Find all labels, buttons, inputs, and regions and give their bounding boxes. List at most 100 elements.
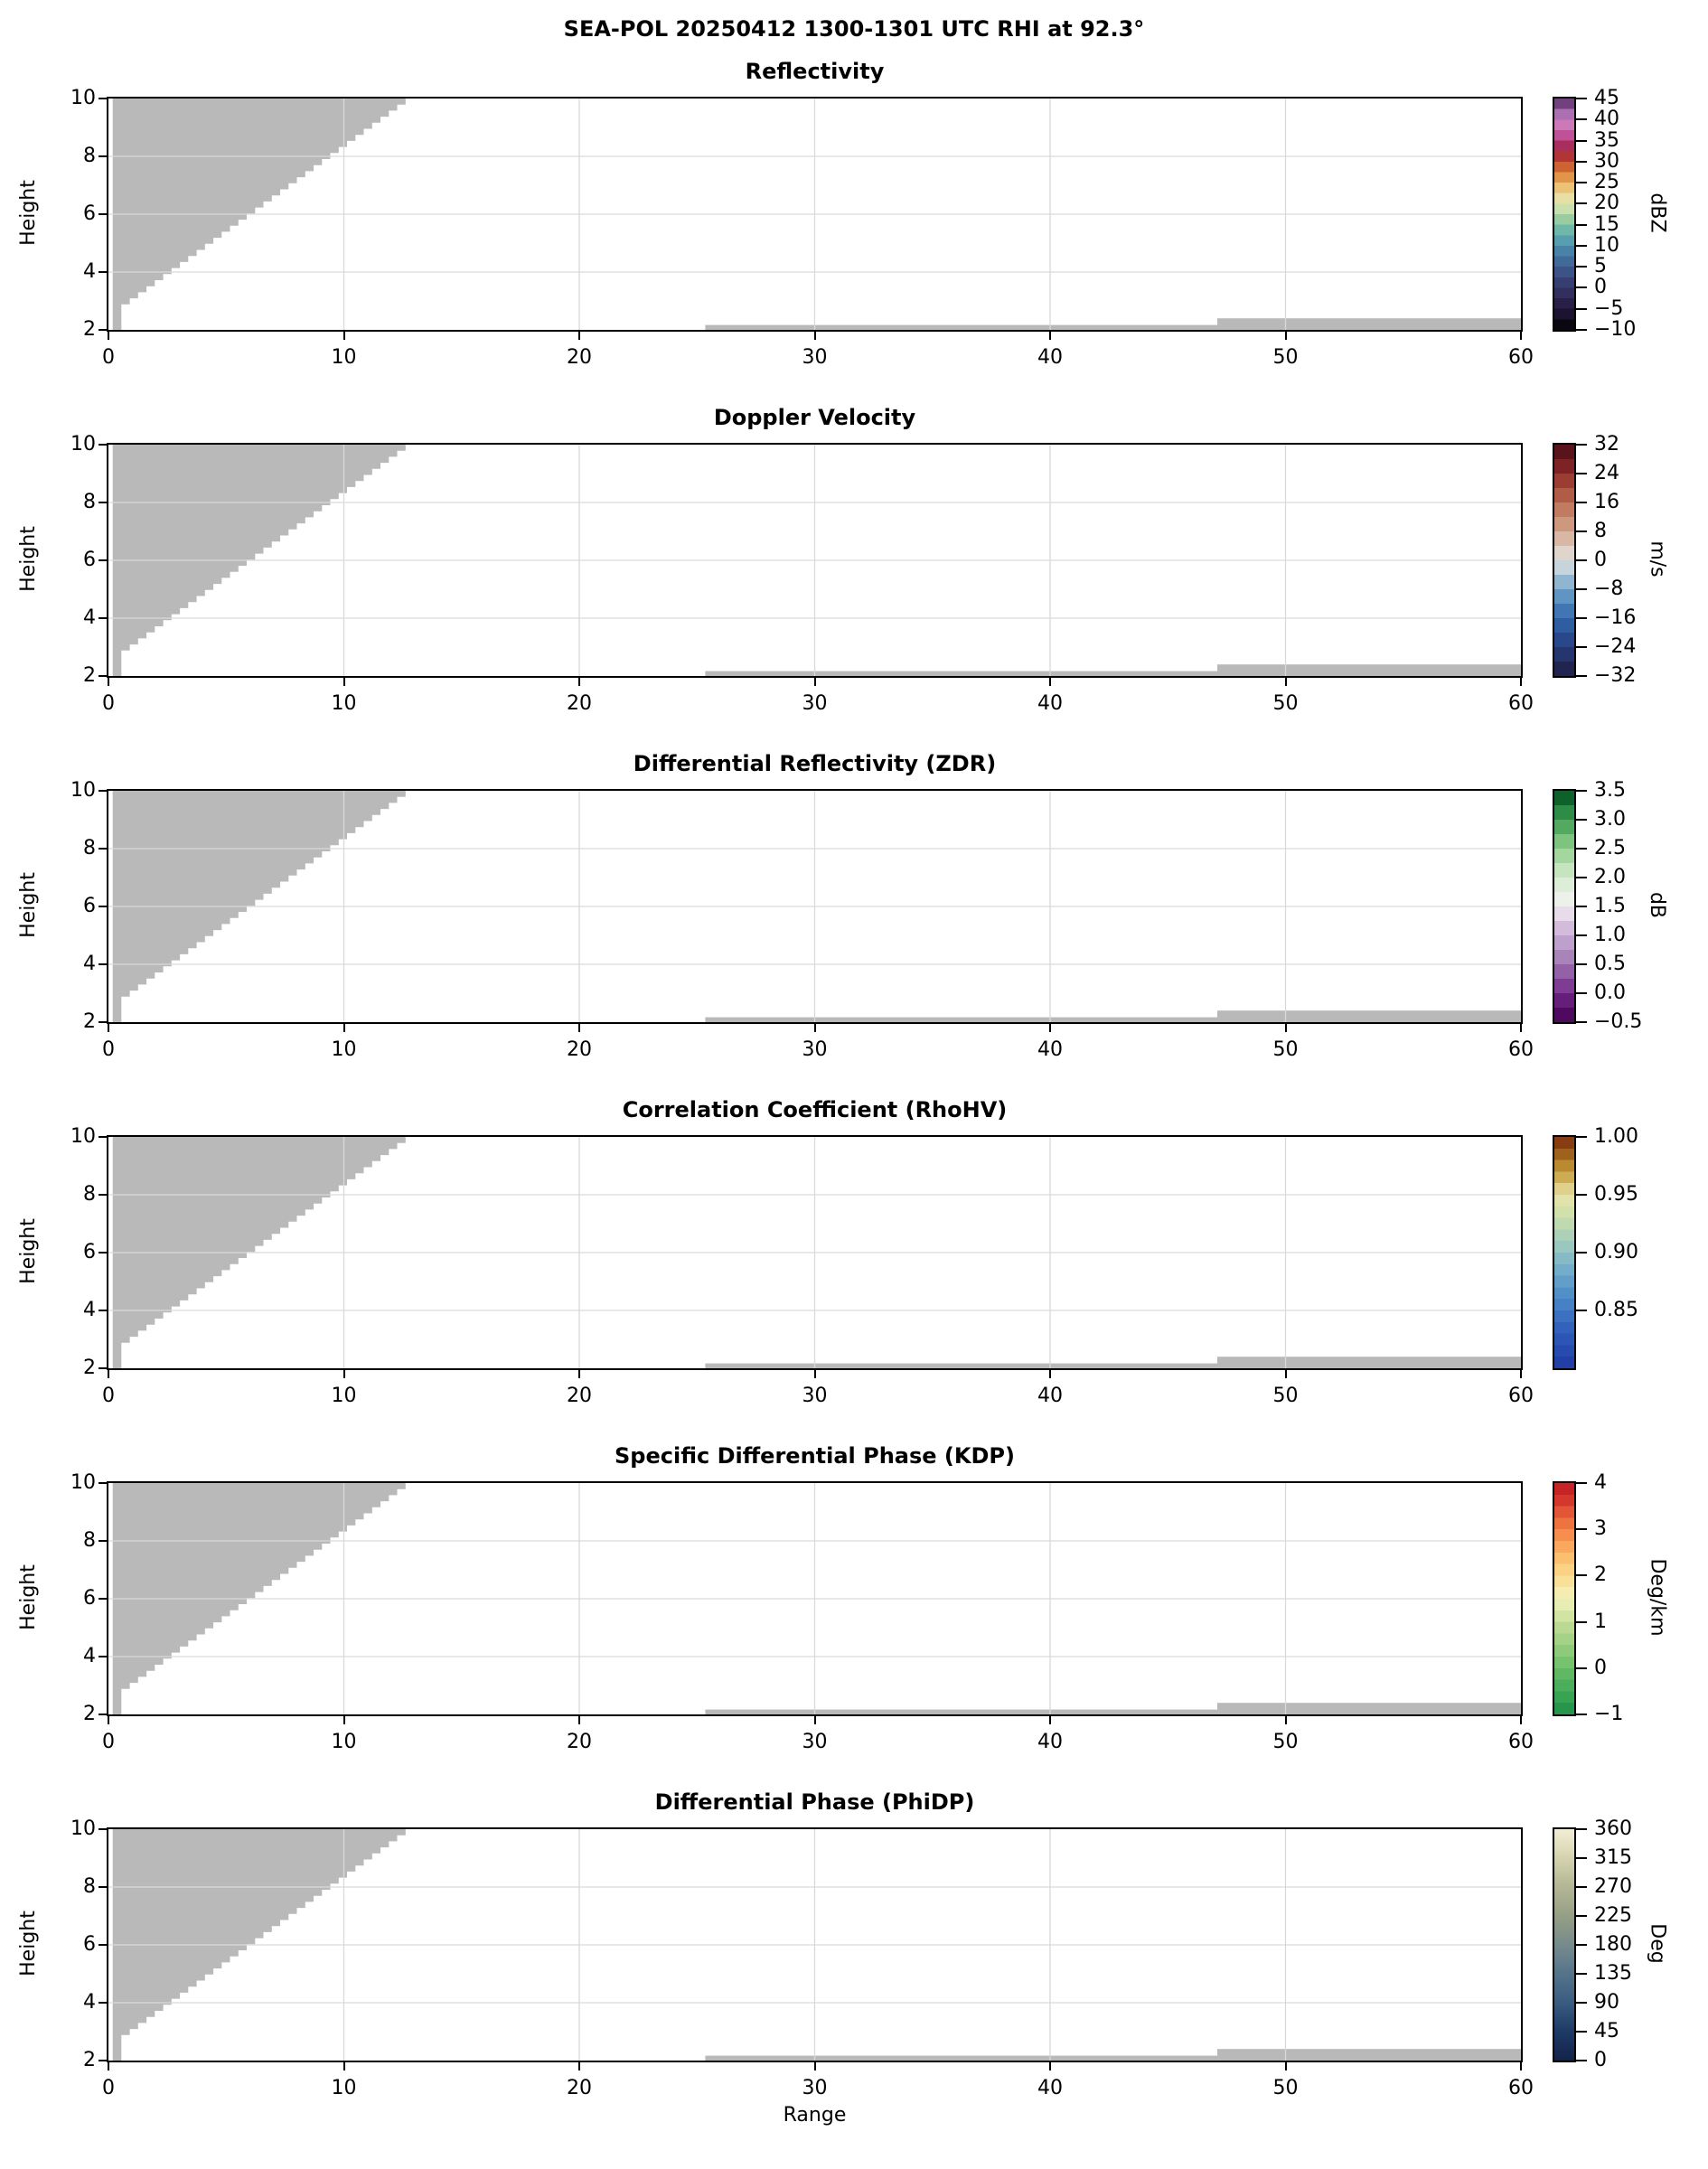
colorbar-tick-label: 30 bbox=[1594, 149, 1619, 173]
panel-kdp: Specific Differential Phase (KDP) Height… bbox=[0, 1443, 1708, 1753]
colorbar-tick-label: 90 bbox=[1594, 1991, 1619, 2014]
x-tick bbox=[343, 330, 345, 340]
y-tick bbox=[99, 1656, 107, 1657]
colorbar-unit-label: m/s bbox=[1632, 443, 1683, 674]
colorbar-tick bbox=[1576, 118, 1587, 121]
colorbar-tick bbox=[1576, 877, 1587, 878]
low-level-mask-strip bbox=[1217, 664, 1521, 676]
y-tick bbox=[99, 617, 107, 619]
x-axis-title: Range bbox=[783, 2104, 847, 2127]
colorbar-unit-label: dBZ bbox=[1632, 97, 1683, 328]
colorbar-tick bbox=[1576, 223, 1587, 226]
x-tick-label: 40 bbox=[1037, 692, 1063, 715]
y-axis-label: Height bbox=[7, 97, 49, 328]
y-tick-label: 8 bbox=[83, 1183, 96, 1206]
y-tick-label: 6 bbox=[83, 1241, 96, 1263]
x-tick bbox=[108, 2061, 109, 2070]
x-tick-label: 0 bbox=[102, 346, 115, 369]
colorbar-tick bbox=[1576, 202, 1587, 205]
y-tick bbox=[99, 1482, 107, 1484]
colorbar-tick bbox=[1576, 1857, 1587, 1859]
y-tick bbox=[99, 1828, 107, 1830]
y-tick-label: 10 bbox=[70, 433, 96, 455]
y-tick bbox=[99, 1886, 107, 1888]
x-tick-label: 10 bbox=[331, 692, 357, 715]
colorbar-tick-label: 0 bbox=[1594, 2049, 1607, 2071]
colorbar-unit-text: dBZ bbox=[1646, 192, 1669, 233]
colorbar-tick bbox=[1576, 1252, 1587, 1254]
colorbar-tick-label: 1.5 bbox=[1594, 895, 1626, 917]
y-tick bbox=[99, 1194, 107, 1196]
low-level-mask-strip bbox=[1217, 1703, 1521, 1714]
colorbar-gradient bbox=[1554, 99, 1574, 330]
colorbar-tick-label: 0.5 bbox=[1594, 953, 1626, 975]
y-axis-label: Height bbox=[7, 789, 49, 1020]
colorbar-tick bbox=[1576, 1136, 1587, 1138]
colorbar-tick bbox=[1576, 1310, 1587, 1311]
x-tick-label: 0 bbox=[102, 1731, 115, 1753]
colorbar-tick bbox=[1576, 588, 1587, 590]
colorbar-tick bbox=[1576, 1944, 1587, 1946]
colorbar: −1 0 1 2 3 4 bbox=[1553, 1471, 1623, 1725]
colorbar-gradient bbox=[1554, 445, 1574, 676]
x-tick bbox=[108, 1714, 109, 1724]
x-tick-label: 50 bbox=[1272, 1731, 1299, 1753]
colorbar-tick bbox=[1576, 1194, 1587, 1196]
colorbar-tick-label: 24 bbox=[1594, 462, 1619, 484]
plot-area: 0 10 20 30 40 50 60 2 4 6 8 10 bbox=[70, 1471, 1534, 1753]
colorbar-tick bbox=[1576, 2060, 1587, 2061]
plot-area: 0 10 20 30 40 50 60 2 4 6 8 10 bbox=[70, 1817, 1534, 2099]
colorbar-tick-label: 0 bbox=[1594, 549, 1607, 571]
x-tick-label: 10 bbox=[331, 1731, 357, 1753]
colorbar-tick bbox=[1576, 444, 1587, 446]
y-axis-label-text: Height bbox=[16, 1910, 40, 1977]
colorbar-tick-label: 25 bbox=[1594, 171, 1619, 194]
x-tick bbox=[343, 1714, 345, 1724]
colorbar-tick bbox=[1576, 617, 1587, 619]
x-tick bbox=[1049, 1368, 1051, 1378]
colorbar-tick bbox=[1576, 139, 1587, 142]
x-tick bbox=[108, 330, 109, 340]
y-tick-label: 8 bbox=[83, 1875, 96, 1898]
x-tick bbox=[1520, 676, 1522, 686]
colorbar-tick-label: −10 bbox=[1594, 318, 1637, 341]
colorbar-tick bbox=[1576, 307, 1587, 310]
colorbar-tick-label: 8 bbox=[1594, 520, 1607, 542]
y-tick bbox=[99, 155, 107, 157]
colorbar-tick bbox=[1576, 906, 1587, 907]
colorbar: 0.85 0.90 0.95 1.00 bbox=[1553, 1125, 1638, 1370]
y-tick bbox=[99, 1944, 107, 1946]
colorbar-tick bbox=[1576, 934, 1587, 936]
colorbar-tick bbox=[1576, 502, 1587, 503]
x-tick-label: 60 bbox=[1508, 1038, 1534, 1061]
x-tick bbox=[813, 1368, 816, 1378]
x-tick-label: 30 bbox=[802, 1385, 828, 1407]
colorbar-unit-text: m/s bbox=[1646, 540, 1669, 577]
colorbar-tick-label: 2.5 bbox=[1594, 837, 1626, 859]
x-tick-label: 10 bbox=[331, 2077, 357, 2099]
y-tick-label: 6 bbox=[83, 202, 96, 225]
colorbar-tick bbox=[1576, 1574, 1587, 1577]
y-tick-label: 4 bbox=[83, 606, 96, 629]
y-tick bbox=[99, 963, 107, 965]
x-tick bbox=[1049, 330, 1051, 340]
colorbar-tick bbox=[1576, 1620, 1587, 1623]
low-level-mask-strip bbox=[705, 1017, 1217, 1022]
y-tick-label: 6 bbox=[83, 1587, 96, 1610]
x-tick bbox=[108, 1368, 109, 1378]
x-tick bbox=[813, 2061, 816, 2070]
colorbar-tick-label: 2.0 bbox=[1594, 866, 1626, 888]
x-tick bbox=[343, 676, 345, 686]
y-tick-label: 2 bbox=[83, 1010, 96, 1033]
y-tick-label: 2 bbox=[83, 664, 96, 687]
panel-phidp: Differential Phase (PhiDP) Height 0 10 20 3… bbox=[0, 1789, 1708, 2099]
rhi-cross-section bbox=[108, 791, 1521, 1022]
y-tick-label: 6 bbox=[83, 549, 96, 571]
colorbar-tick-label: 0.90 bbox=[1594, 1241, 1638, 1263]
x-tick-label: 0 bbox=[102, 1038, 115, 1061]
figure-title: SEA-POL 20250412 1300-1301 UTC RHI at 92… bbox=[563, 16, 1145, 42]
y-tick bbox=[99, 1021, 107, 1023]
rhi-cross-section bbox=[108, 445, 1521, 676]
rhi-cross-section bbox=[108, 1829, 1521, 2061]
x-tick bbox=[108, 676, 109, 686]
